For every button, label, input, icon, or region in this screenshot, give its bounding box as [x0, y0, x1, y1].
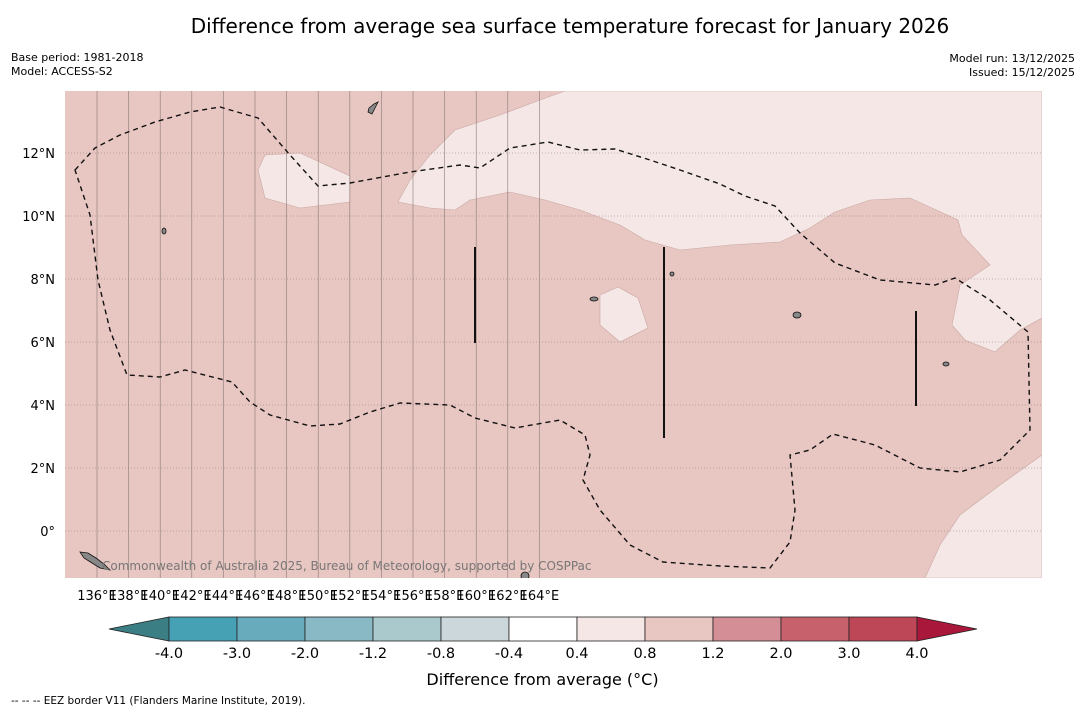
map-title: Difference from average sea surface temp…	[190, 14, 950, 38]
colorbar-bin	[236, 616, 306, 642]
light-region-southeast	[924, 454, 1042, 578]
base-period: Base period: 1981-2018	[11, 51, 144, 64]
colorbar-tick-label: -4.0	[155, 646, 183, 662]
issued-date: Issued: 15/12/2025	[968, 66, 1075, 79]
longitude-label: 164°E	[520, 589, 560, 604]
light-region-central	[599, 286, 649, 343]
latitude-label: 6°N	[31, 336, 56, 351]
island-palau	[79, 551, 112, 571]
colorbar-bin	[780, 616, 850, 642]
colorbar-label: Difference from average (°C)	[426, 670, 659, 689]
graticule	[65, 91, 1042, 578]
island-atoll-a	[669, 271, 675, 277]
anomaly-light-regions	[257, 91, 1042, 578]
latitude-label: 4°N	[31, 399, 56, 414]
longitude-label: 150°E	[298, 589, 338, 604]
colorbar-tick-label: 0.8	[633, 646, 656, 662]
longitude-labels: 136°E138°E140°E142°E144°E146°E148°E150°E…	[77, 589, 559, 604]
eez-border	[74, 106, 1031, 569]
footnote: -- -- -- EEZ border V11 (Flanders Marine…	[11, 695, 306, 707]
latitude-label: 8°N	[31, 273, 56, 288]
colorbar-bin	[440, 616, 510, 642]
model-run: Model run: 13/12/2025	[949, 52, 1075, 65]
colorbar-tick-label: -3.0	[223, 646, 251, 662]
longitude-label: 142°E	[172, 589, 212, 604]
longitude-label: 158°E	[425, 589, 465, 604]
meta-right: Model run: 13/12/2025 Issued: 15/12/2025	[949, 52, 1075, 80]
colorbar-over-arrow	[916, 616, 978, 642]
colorbar-tick-label: -2.0	[291, 646, 319, 662]
latitude-label: 10°N	[22, 210, 55, 225]
longitude-label: 160°E	[456, 589, 496, 604]
model-name: Model: ACCESS-S2	[11, 65, 113, 78]
colorbar-tick-label: 2.0	[769, 646, 792, 662]
colorbar-bin	[712, 616, 782, 642]
colorbar-bin	[304, 616, 374, 642]
colorbar-tick-label: 1.2	[701, 646, 724, 662]
longitude-label: 156°E	[393, 589, 433, 604]
longitude-label: 140°E	[140, 589, 180, 604]
longitude-label: 148°E	[267, 589, 307, 604]
longitude-label: 152°E	[330, 589, 370, 604]
longitude-label: 138°E	[109, 589, 149, 604]
light-region-north	[397, 91, 1042, 353]
island-pohnpei	[792, 311, 802, 319]
colorbar-bin	[848, 616, 918, 642]
island-png-edge	[520, 571, 530, 578]
longitude-label: 144°E	[204, 589, 244, 604]
colorbar-tick-label: 0.4	[565, 646, 588, 662]
colorbar-tick-label: 4.0	[905, 646, 928, 662]
colorbar-bin	[644, 616, 714, 642]
colorbar-tick-label: -0.8	[427, 646, 455, 662]
eez-boundary-lines	[474, 247, 917, 438]
longitude-label: 136°E	[77, 589, 117, 604]
colorbar-tick-label: -1.2	[359, 646, 387, 662]
colorbar: -4.0 -3.0 -2.0 -1.2 -0.8 -0.4 0.4 0.8 1.2 2.0 3.0 4…	[108, 616, 978, 662]
light-region-west	[257, 152, 351, 209]
longitude-label: 146°E	[235, 589, 275, 604]
island-chuuk	[589, 296, 599, 302]
islands	[79, 101, 950, 578]
longitude-label: 162°E	[488, 589, 528, 604]
latitude-labels: 12°N 10°N 8°N 6°N 4°N 2°N 0°	[22, 147, 55, 540]
colorbar-tick-label: 3.0	[837, 646, 860, 662]
latitude-label: 12°N	[22, 147, 55, 162]
colorbar-bin	[576, 616, 646, 642]
map-attribution: Commonwealth of Australia 2025, Bureau o…	[102, 559, 592, 573]
colorbar-under-arrow	[108, 616, 170, 642]
colorbar-bin	[372, 616, 442, 642]
map-plot-area	[65, 91, 1042, 578]
colorbar-tick-label: -0.4	[495, 646, 523, 662]
colorbar-bin	[508, 616, 578, 642]
island-guam	[367, 101, 379, 115]
meta-left: Base period: 1981-2018 Model: ACCESS-S2	[11, 51, 143, 79]
island-kosrae	[942, 361, 950, 367]
latitude-label: 0°	[40, 525, 55, 540]
longitude-label: 154°E	[362, 589, 402, 604]
island-yap	[161, 227, 167, 235]
latitude-label: 2°N	[31, 462, 56, 477]
colorbar-bin	[168, 616, 238, 642]
